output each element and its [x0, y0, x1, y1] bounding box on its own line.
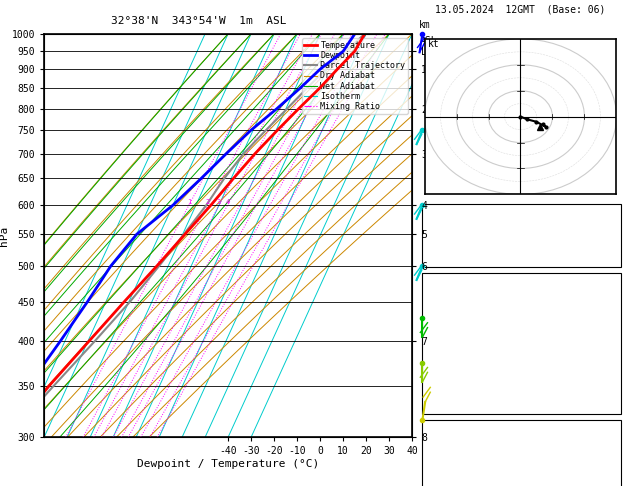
Text: 34: 34: [602, 226, 615, 236]
Text: Totals Totals: Totals Totals: [428, 226, 509, 236]
Text: 0: 0: [608, 373, 615, 383]
Legend: Temperature, Dewpoint, Parcel Trajectory, Dry Adiabat, Wet Adiabat, Isotherm, Mi: Temperature, Dewpoint, Parcel Trajectory…: [302, 38, 408, 114]
Text: θₑ (K): θₑ (K): [428, 461, 466, 471]
X-axis label: Dewpoint / Temperature (°C): Dewpoint / Temperature (°C): [137, 459, 319, 469]
Text: θₑ(K): θₑ(K): [428, 334, 460, 344]
Text: 321: 321: [596, 461, 615, 471]
Text: kt: kt: [428, 39, 440, 49]
Text: 13.05.2024  12GMT  (Base: 06): 13.05.2024 12GMT (Base: 06): [435, 5, 606, 15]
Text: 2.17: 2.17: [589, 245, 615, 256]
Text: 12: 12: [602, 207, 615, 217]
Text: © weatheronline.co.uk: © weatheronline.co.uk: [464, 474, 577, 484]
Bar: [423, 273, 621, 414]
Text: 1018: 1018: [589, 442, 615, 452]
Text: Most Unstable: Most Unstable: [480, 422, 561, 433]
Text: km: km: [420, 20, 431, 30]
Bar: [423, 204, 621, 267]
Text: CIN (J): CIN (J): [428, 392, 472, 402]
Text: 321: 321: [596, 334, 615, 344]
Bar: [423, 420, 621, 486]
Text: Surface: Surface: [499, 276, 542, 286]
Text: ASL: ASL: [420, 36, 437, 46]
Text: Pressure (mb): Pressure (mb): [428, 442, 509, 452]
Text: 3: 3: [217, 199, 221, 205]
Text: 0: 0: [608, 392, 615, 402]
Text: 15.1: 15.1: [589, 314, 615, 325]
Text: PW (cm): PW (cm): [428, 245, 472, 256]
Text: 32°38'N  343°54'W  1m  ASL: 32°38'N 343°54'W 1m ASL: [111, 16, 286, 26]
Text: K: K: [428, 207, 435, 217]
Y-axis label: hPa: hPa: [0, 226, 9, 246]
Text: Lifted Index: Lifted Index: [428, 481, 503, 486]
Text: 8: 8: [608, 481, 615, 486]
Text: 2: 2: [206, 199, 209, 205]
Text: 4: 4: [225, 199, 230, 205]
Text: 19.4: 19.4: [589, 295, 615, 305]
Text: Dewp (°C): Dewp (°C): [428, 314, 485, 325]
Text: Temp (°C): Temp (°C): [428, 295, 485, 305]
Text: 1: 1: [187, 199, 191, 205]
Text: Lifted Index: Lifted Index: [428, 353, 503, 364]
Text: 8: 8: [608, 353, 615, 364]
Text: CAPE (J): CAPE (J): [428, 373, 479, 383]
